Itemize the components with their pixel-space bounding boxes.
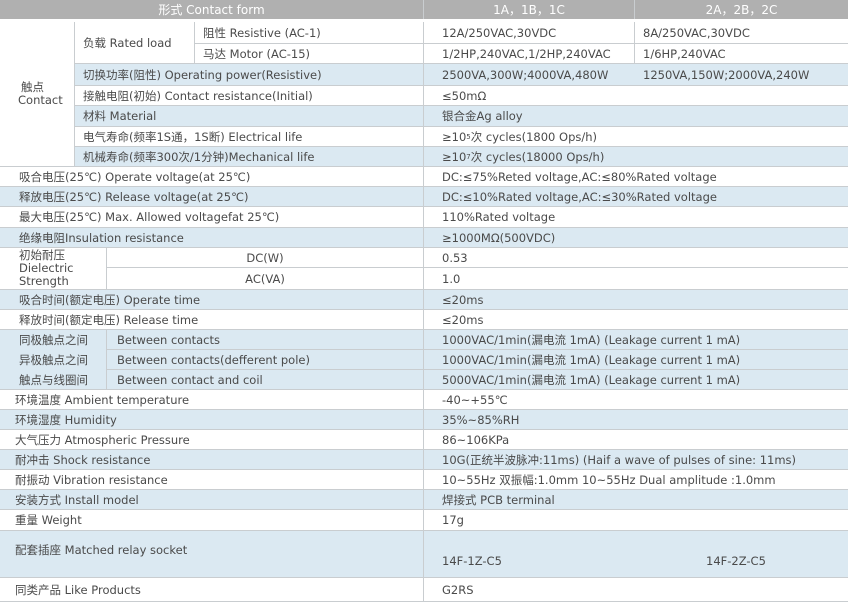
dielectric-ac-value: 1.0: [424, 268, 848, 290]
header-col-1: 1A，1B，1C: [424, 0, 635, 19]
mechanical-life-base: ≥10: [442, 149, 467, 164]
dielectric-dc-value: 0.53: [424, 248, 848, 268]
resistive-value-1: 12A/250VAC,30VDC: [424, 22, 635, 44]
between-cn-1: 同极触点之间: [0, 330, 106, 350]
electrical-life-unit: 次 cycles(1800 Ops/h): [470, 129, 598, 144]
max-voltage-label: 最大电压(25℃) Max. Allowed voltagefat 25℃): [0, 207, 424, 228]
between-value-2: 1000VAC/1min(漏电流 1mA) (Leakage current 1…: [424, 350, 848, 370]
insulation-value: ≥1000MΩ(500VDC): [424, 228, 848, 248]
mechanical-life-value: ≥10 7 次 cycles(18000 Ops/h): [424, 147, 848, 167]
contact-cn: 触点: [21, 80, 44, 94]
electrical-life-label: 电气寿命(频率1S通，1S断) Electrical life: [75, 127, 424, 147]
ambient-label: 环境温度 Ambient temperature: [0, 390, 424, 410]
header-col-2: 2A，2B，2C: [635, 0, 848, 19]
max-voltage-value: 110%Rated voltage: [424, 207, 848, 228]
dielectric-cn: 初始耐压: [19, 248, 65, 262]
between-value-3: 5000VAC/1min(漏电流 1mA) (Leakage current 1…: [424, 370, 848, 390]
like-products-label: 同类产品 Like Products: [0, 578, 424, 602]
between-en-2: Between contacts(defferent pole): [107, 350, 424, 370]
humidity-value: 35%~85%RH: [424, 410, 848, 430]
operating-power-value-2: 1250VA,150W;2000VA,240W: [635, 64, 848, 86]
motor-label: 马达 Motor (AC-15): [195, 44, 424, 64]
mechanical-life-label: 机械寿命(频率300次/1分钟)Mechanical life: [75, 147, 424, 167]
operating-power-value-1: 2500VA,300W;4000VA,480W: [424, 64, 635, 86]
dielectric-en-2: Strength: [19, 274, 69, 288]
dielectric-ac-label: AC(VA): [107, 268, 424, 290]
rated-load-label: 负载 Rated load: [75, 22, 195, 64]
operating-power-label: 切换功率(阻性) Operating power(Resistive): [75, 64, 424, 86]
between-value-1: 1000VAC/1min(漏电流 1mA) (Leakage current 1…: [424, 330, 848, 350]
release-voltage-label: 释放电压(25℃) Release voltage(at 25℃): [0, 187, 424, 207]
electrical-life-exponent: 5: [466, 132, 471, 141]
resistive-label: 阻性 Resistive (AC-1): [195, 22, 424, 44]
socket-value-1: 14F-1Z-C5: [424, 531, 706, 578]
dielectric-label: 初始耐压 Dielectric Strength: [0, 248, 107, 290]
install-label: 安装方式 Install model: [0, 490, 424, 510]
humidity-label: 环境湿度 Humidity: [0, 410, 424, 430]
dielectric-en-1: Dielectric: [19, 261, 74, 275]
socket-label: 配套插座 Matched relay socket: [0, 531, 424, 578]
socket-value-2: 14F-2Z-C5: [706, 531, 848, 578]
vibration-label: 耐振动 Vibration resistance: [0, 470, 424, 490]
between-en-3: Between contact and coil: [107, 370, 424, 390]
mechanical-life-unit: 次 cycles(18000 Ops/h): [470, 149, 605, 164]
pressure-value: 86~106KPa: [424, 430, 848, 450]
pressure-label: 大气压力 Atmospheric Pressure: [0, 430, 424, 450]
contact-resistance-label: 接触电阻(初始) Contact resistance(Initial): [75, 86, 424, 106]
motor-value-1: 1/2HP,240VAC,1/2HP,240VAC: [424, 44, 635, 64]
mechanical-life-exponent: 7: [466, 152, 471, 161]
between-cn-3: 触点与线圈间: [0, 370, 106, 389]
weight-label: 重量 Weight: [0, 510, 424, 531]
like-products-value: G2RS: [424, 578, 848, 602]
operate-time-value: ≤20ms: [424, 290, 848, 310]
between-cn-2: 异极触点之间: [0, 350, 106, 370]
release-time-label: 释放时间(额定电压) Release time: [0, 310, 424, 330]
motor-value-2: 1/6HP,240VAC: [635, 44, 848, 64]
operate-voltage-label: 吸合电压(25℃) Operate voltage(at 25℃): [0, 167, 424, 187]
weight-value: 17g: [424, 510, 848, 531]
electrical-life-base: ≥10: [442, 129, 467, 144]
release-voltage-value: DC:≤10%Rated voltage,AC:≤30%Rated voltag…: [424, 187, 848, 207]
material-value: 银合金Ag alloy: [424, 106, 848, 127]
operate-voltage-value: DC:≤75%Reted voltage,AC:≤80%Rated voltag…: [424, 167, 848, 187]
contact-resistance-value: ≤50mΩ: [424, 86, 848, 106]
contact-en: Contact: [18, 93, 63, 107]
material-label: 材料 Material: [75, 106, 424, 127]
resistive-value-2: 8A/250VAC,30VDC: [635, 22, 848, 44]
shock-label: 耐冲击 Shock resistance: [0, 450, 424, 470]
vibration-value: 10~55Hz 双振幅:1.0mm 10~55Hz Dual amplitude…: [424, 470, 848, 490]
contact-group-label: 触点 Contact: [0, 22, 75, 167]
dielectric-dc-label: DC(W): [107, 248, 424, 268]
header-contact-form: 形式 Contact form: [0, 0, 424, 19]
electrical-life-value: ≥10 5 次 cycles(1800 Ops/h): [424, 127, 848, 147]
operate-time-label: 吸合时间(额定电压) Operate time: [0, 290, 424, 310]
install-value: 焊接式 PCB terminal: [424, 490, 848, 510]
between-en-1: Between contacts: [107, 330, 424, 350]
insulation-label: 绝缘电阻Insulation resistance: [0, 228, 424, 248]
shock-value: 10G(正统半波脉冲:11ms) (Haif a wave of pulses …: [424, 450, 848, 470]
release-time-value: ≤20ms: [424, 310, 848, 330]
ambient-value: -40~+55℃: [424, 390, 848, 410]
